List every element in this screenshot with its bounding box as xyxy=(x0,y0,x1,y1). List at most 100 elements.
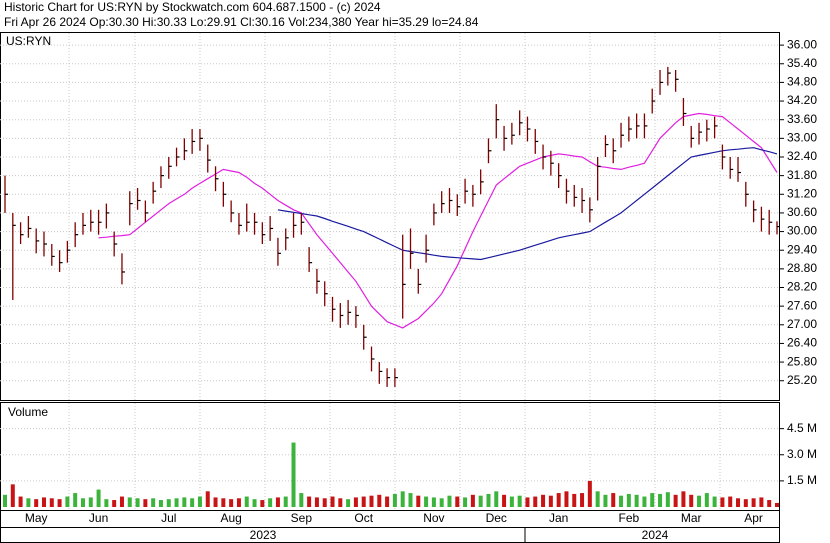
y-tick-label: 32.40 xyxy=(787,149,817,163)
y-tick-label: 33.60 xyxy=(787,112,817,126)
y-tick-label: 1.5 M xyxy=(787,473,817,487)
volume-bar xyxy=(252,499,257,507)
volume-bar xyxy=(533,496,538,507)
volume-bar xyxy=(291,442,296,507)
volume-bar xyxy=(73,493,78,507)
volume-bar xyxy=(541,494,546,507)
chart-subtitle: Fri Apr 26 2024 Op:30.30 Hi:30.33 Lo:29.… xyxy=(4,15,479,29)
volume-bar xyxy=(400,491,405,507)
volume-bar xyxy=(392,493,397,507)
volume-bar xyxy=(587,480,592,507)
volume-bar xyxy=(416,495,421,507)
y-tick-label: 30.00 xyxy=(787,224,817,238)
volume-bar xyxy=(275,497,280,507)
volume-bar xyxy=(572,493,577,507)
y-tick-label: 34.20 xyxy=(787,93,817,107)
volume-bar xyxy=(712,496,717,507)
volume-bar xyxy=(57,499,62,507)
volume-bar xyxy=(338,498,343,507)
symbol-label: US:RYN xyxy=(6,34,51,48)
x-tick-label: Sep xyxy=(291,511,313,525)
volume-bar xyxy=(611,493,616,507)
x-tick-label: Jun xyxy=(89,511,108,525)
y-tick-label: 35.40 xyxy=(787,56,817,70)
volume-bar xyxy=(361,496,366,507)
x-tick-label: Dec xyxy=(486,511,507,525)
volume-bar xyxy=(143,499,148,507)
volume-bar xyxy=(268,498,273,507)
volume-bar xyxy=(548,495,553,507)
volume-bar xyxy=(119,496,124,507)
x-tick-label: Feb xyxy=(618,511,639,525)
volume-bar xyxy=(439,498,444,507)
volume-bar xyxy=(681,491,686,507)
year-label: 2024 xyxy=(642,528,669,542)
volume-bar xyxy=(728,496,733,507)
volume-bar xyxy=(642,496,647,507)
moving-average-line xyxy=(277,147,778,261)
volume-bar xyxy=(751,498,756,507)
y-tick-label: 30.60 xyxy=(787,205,817,219)
volume-bar xyxy=(229,499,234,507)
volume-bar xyxy=(743,499,748,507)
volume-bar xyxy=(424,496,429,507)
volume-bar xyxy=(26,498,31,507)
moving-average-line xyxy=(98,112,778,329)
volume-bar xyxy=(353,497,358,507)
x-tick-label: Aug xyxy=(220,511,241,525)
volume-bar xyxy=(626,493,631,507)
y-tick-label: 34.80 xyxy=(787,75,817,89)
volume-bar xyxy=(104,499,109,507)
volume-bar xyxy=(260,500,265,507)
volume-bar xyxy=(299,493,304,507)
x-tick-label: Nov xyxy=(423,511,444,525)
volume-bar xyxy=(377,494,382,507)
volume-bar xyxy=(759,497,764,507)
y-tick-label: 29.40 xyxy=(787,242,817,256)
volume-bar xyxy=(3,494,7,507)
volume-bar xyxy=(346,499,351,507)
volume-bar xyxy=(463,497,468,507)
volume-bar xyxy=(197,496,202,507)
volume-bar xyxy=(80,498,85,507)
y-tick-label: 28.80 xyxy=(787,261,817,275)
y-tick-label: 4.5 M xyxy=(787,421,817,435)
volume-bar xyxy=(634,494,639,507)
volume-bar xyxy=(283,496,288,507)
volume-bar xyxy=(221,498,226,507)
volume-bar xyxy=(502,494,507,507)
volume-bar xyxy=(704,493,709,507)
volume-bar xyxy=(494,491,499,507)
volume-bar xyxy=(673,494,678,507)
volume-label: Volume xyxy=(8,405,48,419)
volume-bar xyxy=(41,497,46,507)
volume-bar xyxy=(658,493,663,507)
volume-bar xyxy=(385,496,390,507)
volume-bar xyxy=(112,500,117,507)
x-tick-label: May xyxy=(25,511,48,525)
volume-bar xyxy=(135,498,140,507)
volume-bar xyxy=(470,494,475,507)
volume-bar xyxy=(564,491,569,507)
volume-bar xyxy=(736,498,741,507)
volume-bar xyxy=(127,497,132,507)
y-tick-label: 27.00 xyxy=(787,317,817,331)
volume-bar xyxy=(580,493,585,507)
y-tick-label: 25.80 xyxy=(787,354,817,368)
y-tick-label: 31.20 xyxy=(787,186,817,200)
volume-bar xyxy=(96,489,101,507)
x-tick-label: Oct xyxy=(354,511,373,525)
volume-bar xyxy=(650,493,655,507)
volume-bar xyxy=(174,498,179,507)
x-tick-label: Jan xyxy=(549,511,568,525)
volume-bar xyxy=(517,495,522,507)
volume-bar xyxy=(307,496,312,507)
volume-bar xyxy=(314,497,319,507)
volume-bar xyxy=(767,500,772,507)
year-label: 2023 xyxy=(250,528,277,542)
volume-bar xyxy=(213,497,218,507)
y-tick-label: 36.00 xyxy=(787,37,817,51)
volume-bar xyxy=(509,496,514,507)
